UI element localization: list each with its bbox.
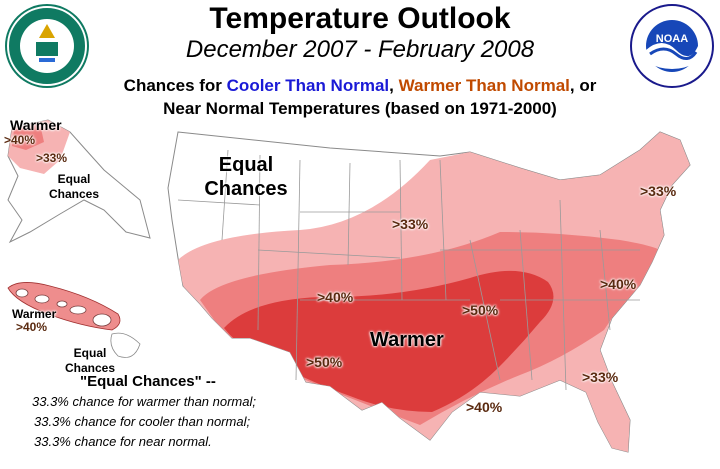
page-title: Temperature Outlook — [209, 2, 511, 35]
hawaii-big-island — [110, 332, 141, 358]
alaska-33-label: >33% — [36, 151, 68, 165]
noaa-logo-graphic: NOAA — [646, 20, 698, 72]
hawaii-40-label: >40% — [16, 320, 48, 334]
north-33-label: >33% — [392, 216, 429, 232]
legend-line-warmer: 33.3% chance for warmer than normal; — [32, 394, 256, 409]
equal-chances-main-label: Equal Chances — [196, 153, 296, 201]
prob-50-zone — [224, 270, 554, 412]
state-borders — [177, 149, 640, 391]
hawaii-islands — [15, 288, 112, 327]
page-subtitle: December 2007 - February 2008 — [185, 36, 535, 63]
hawaii-equal-chances-label: Equal Chances — [60, 346, 120, 376]
description-suffix: , or — [569, 76, 597, 95]
gulf-40-label: >40% — [466, 399, 503, 415]
description-line-2: Near Normal Temperatures (based on 1971-… — [163, 99, 557, 118]
noaa-logo-text: NOAA — [656, 33, 688, 45]
hawaii-equal-word-2: Chances — [64, 361, 116, 375]
alaska-40-label: >40% — [4, 133, 36, 147]
alaska-equal-chances-label: Equal Chances — [42, 172, 106, 202]
alaska-equal-word-1: Equal — [57, 172, 91, 186]
alaska-warm-40-zone — [12, 124, 44, 150]
description-separator: , — [389, 76, 399, 95]
commerce-seal-graphic — [7, 6, 87, 86]
southwest-50-label: >50% — [306, 354, 343, 370]
alaska-equal-word-2: Chances — [48, 187, 100, 201]
hawaii-warmer-label: Warmer — [12, 307, 57, 321]
alaska-warmer-label: Warmer — [10, 117, 62, 133]
southeast-33-label: >33% — [582, 369, 619, 385]
description-prefix: Chances for — [123, 76, 227, 95]
cooler-label: Cooler Than Normal — [226, 76, 390, 95]
central-50-label: >50% — [462, 302, 499, 318]
west-40-label: >40% — [317, 289, 354, 305]
description-line-1: Chances for Cooler Than Normal, Warmer T… — [0, 76, 720, 96]
commerce-seal-logo — [5, 4, 89, 88]
east-40-label: >40% — [600, 276, 637, 292]
warmer-main-label: Warmer — [370, 329, 444, 351]
hawaii-equal-word-1: Equal — [73, 346, 107, 360]
legend-title: "Equal Chances" -- — [80, 373, 216, 390]
noaa-logo: NOAA — [630, 4, 714, 88]
legend-line-cooler: 33.3% chance for cooler than normal; — [34, 414, 251, 429]
equal-chances-word-2: Chances — [204, 178, 288, 200]
northeast-33-label: >33% — [640, 183, 677, 199]
legend-line-normal: 33.3% chance for near normal. — [34, 434, 212, 449]
equal-chances-word-1: Equal — [218, 154, 274, 176]
warmer-label: Warmer Than Normal — [398, 76, 570, 95]
